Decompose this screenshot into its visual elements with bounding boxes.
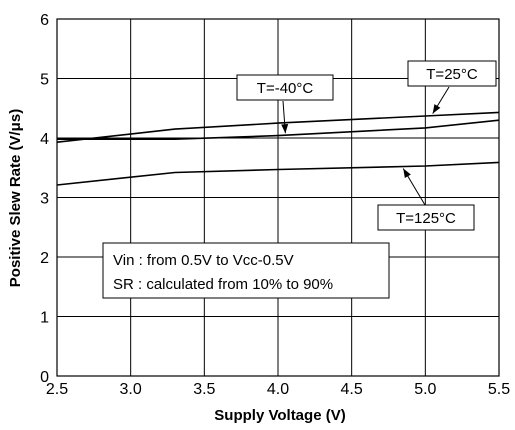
conditions-note: Vin : from 0.5V to Vcc-0.5V SR : calcula…	[102, 242, 390, 299]
series-label-25-text: T=25°C	[426, 66, 478, 83]
series-line-neg40	[56, 111, 500, 143]
conditions-note-box	[102, 242, 390, 299]
series-line-25	[57, 119, 500, 140]
y-tick-label: 3	[40, 191, 49, 208]
x-tick-label: 3.5	[193, 381, 215, 398]
x-tick-label: 4.5	[341, 381, 363, 398]
y-tick-label: 2	[40, 250, 49, 267]
y-tick-label: 4	[40, 131, 49, 148]
series-label-neg40-box	[236, 74, 334, 101]
series-label-25-box	[407, 60, 497, 87]
conditions-note-line1: Vin : from 0.5V to Vcc-0.5V	[113, 252, 294, 269]
series-label-25: T=25°C	[407, 60, 497, 87]
y-axis-label: Positive Slew Rate (V/μs)	[7, 109, 24, 287]
series-lines	[56, 111, 500, 186]
y-tick-label: 5	[40, 72, 49, 89]
series-label-125-text: T=125°C	[396, 210, 456, 227]
x-tick-label: 5.0	[414, 381, 436, 398]
label-arrows	[281, 86, 450, 206]
series-label-neg40-text: T=-40°C	[257, 80, 314, 97]
arrow-125-head	[403, 168, 411, 179]
y-tick-label: 0	[40, 369, 49, 386]
arrow-neg40-head	[281, 124, 289, 134]
x-axis-label: Supply Voltage (V)	[214, 407, 345, 424]
x-tick-label: 5.5	[488, 381, 510, 398]
x-tick-label: 3.0	[120, 381, 142, 398]
series-label-125: T=125°C	[377, 204, 475, 231]
arrow-25-head	[432, 104, 441, 114]
series-line-125	[56, 161, 500, 186]
plot-frame	[56, 18, 500, 377]
x-tick-label: 4.0	[267, 381, 289, 398]
y-tick-label: 6	[40, 12, 49, 29]
conditions-note-line2: SR : calculated from 10% to 90%	[113, 276, 333, 293]
series-label-125-box	[377, 204, 475, 231]
x-tick-label: 2.5	[46, 381, 68, 398]
y-tick-label: 1	[40, 310, 49, 327]
series-label-neg40: T=-40°C	[236, 74, 334, 101]
tick-labels: 2.5 3.0 3.5 4.0 4.5 5.0 5.5 0 1 2 3 4 5 6	[40, 12, 510, 398]
